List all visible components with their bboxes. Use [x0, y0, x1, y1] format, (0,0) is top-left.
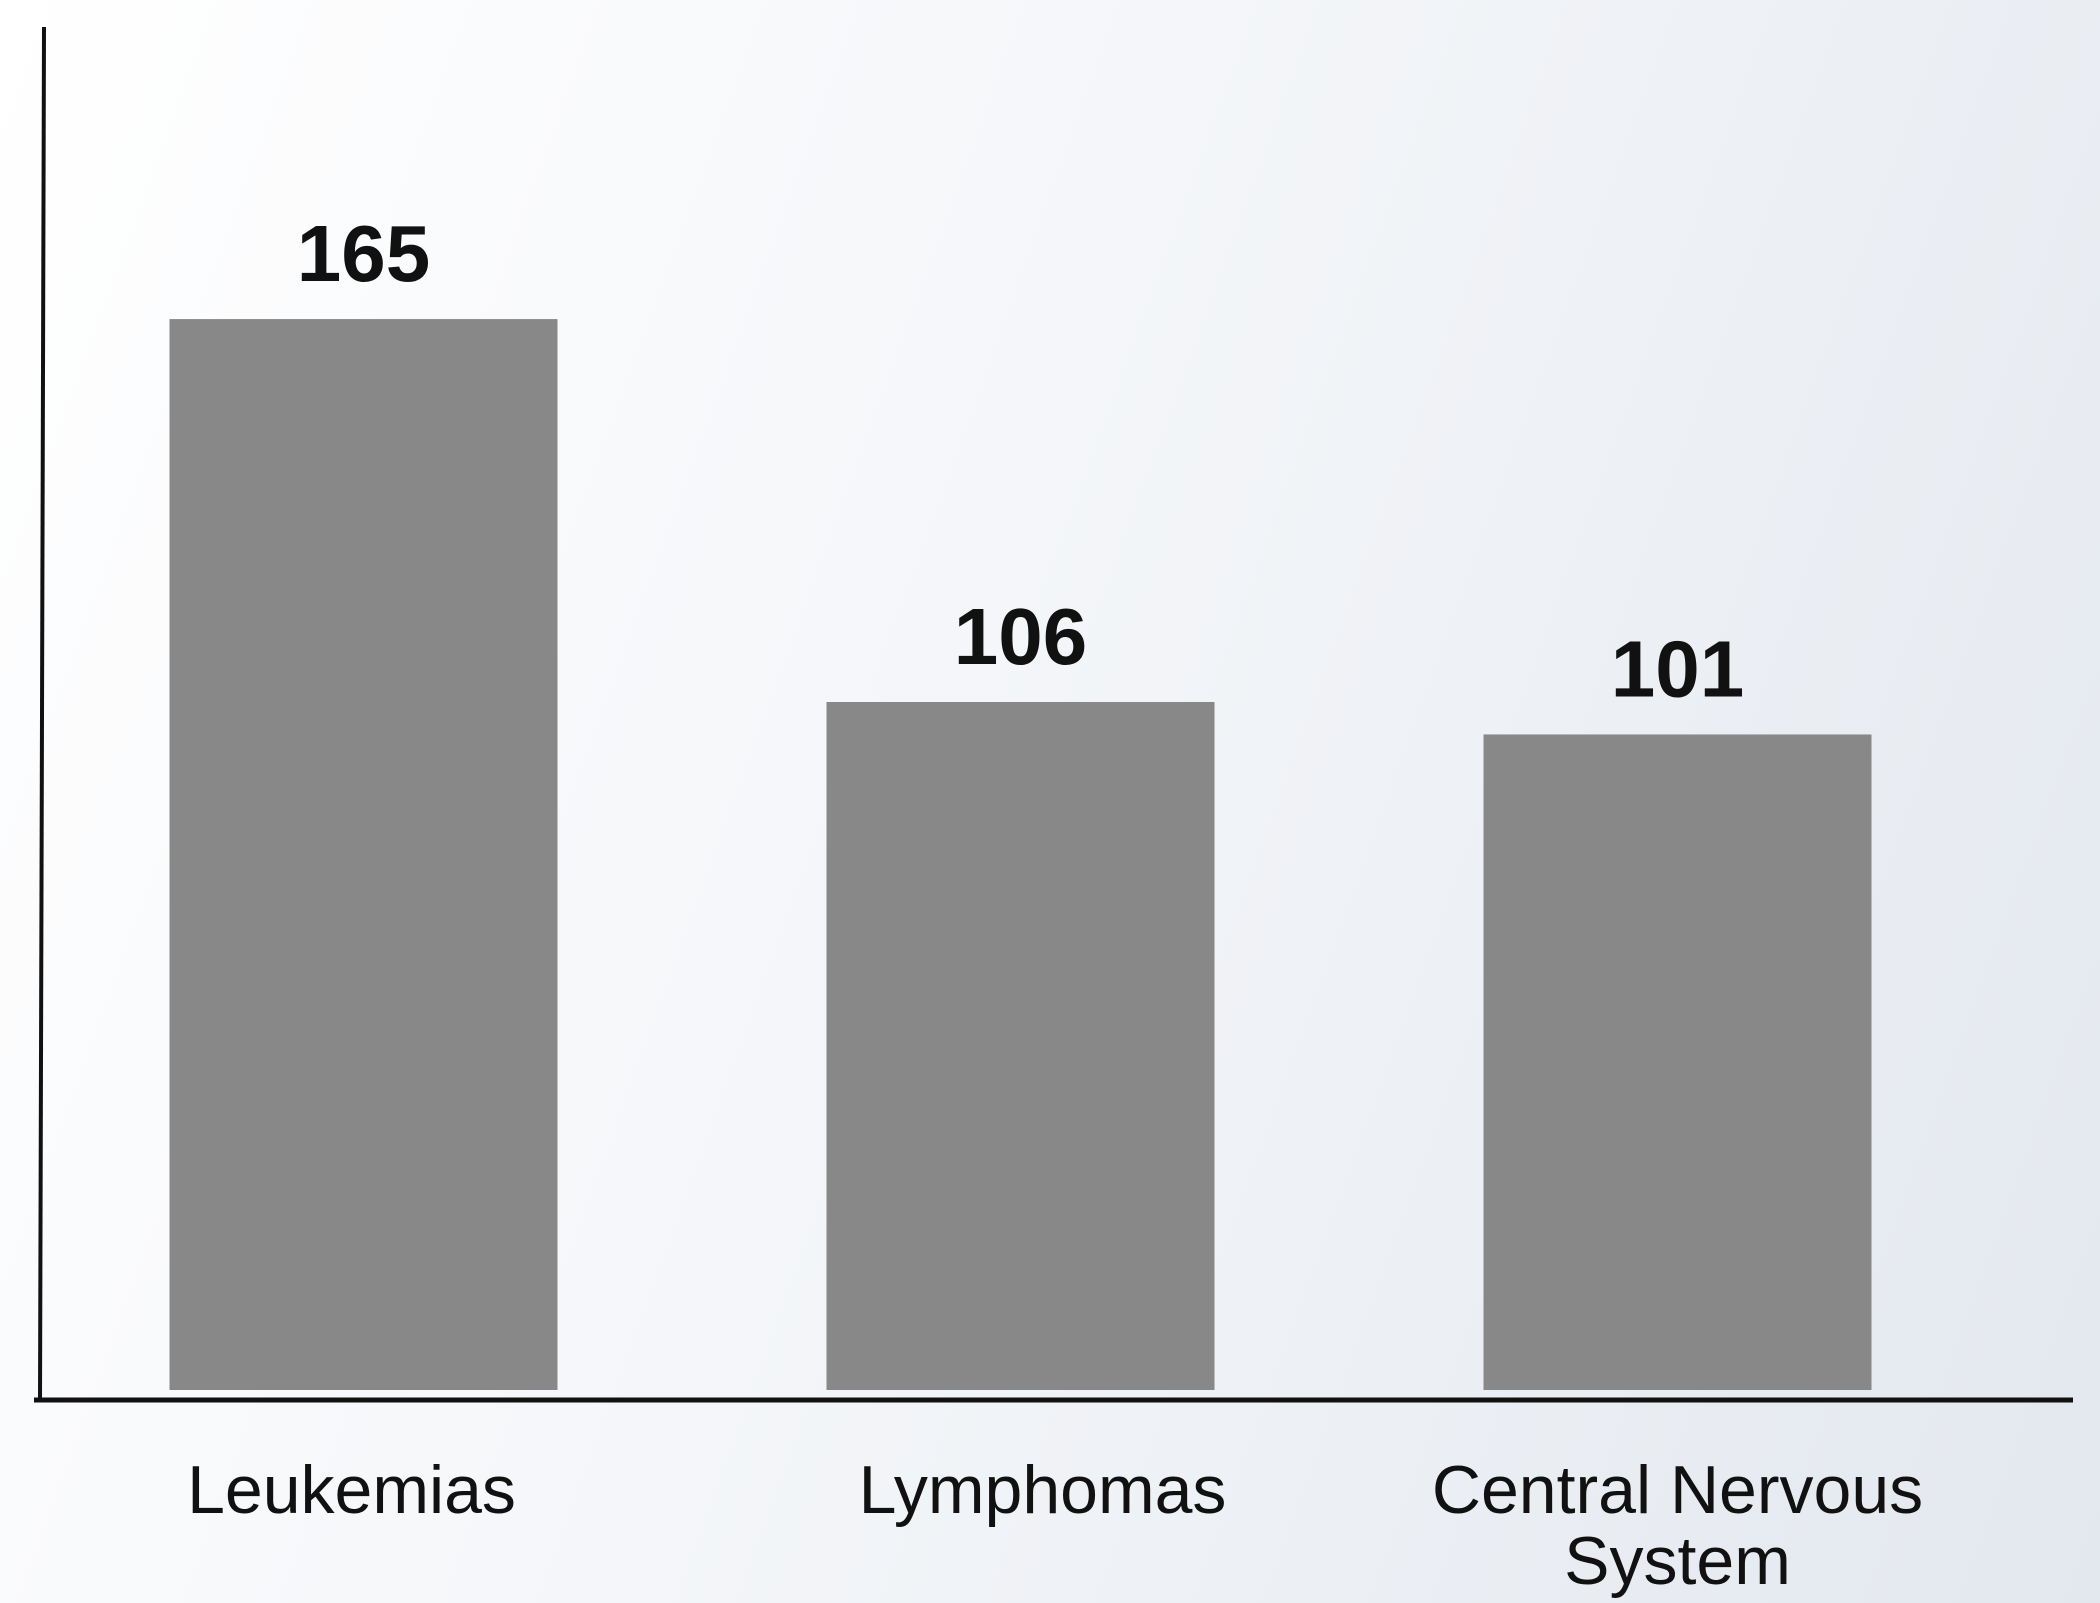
value-label: 165 — [297, 209, 430, 298]
x-tick-label: Leukemias — [187, 1452, 516, 1528]
bar — [1483, 734, 1872, 1390]
bar — [826, 702, 1215, 1390]
value-label: 106 — [954, 592, 1087, 681]
value-label: 101 — [1611, 624, 1744, 713]
x-tick-label: Lymphomas — [858, 1452, 1227, 1528]
bar — [169, 319, 558, 1391]
y-axis — [38, 26, 46, 1403]
x-tick-label: Central Nervous System — [1431, 1452, 1924, 1600]
